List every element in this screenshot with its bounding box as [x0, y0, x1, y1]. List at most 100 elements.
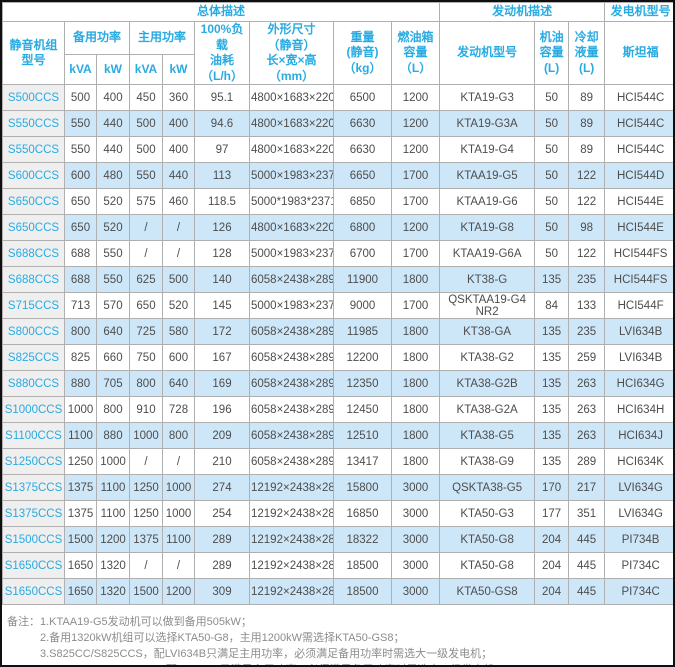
data-cell: HCI634J [604, 422, 673, 450]
model-link[interactable]: S1100CCS [2, 422, 65, 450]
table-row: S1650CCS16501320//28912192×2438×28961850… [2, 552, 673, 580]
model-link[interactable]: S880CCS [2, 370, 65, 398]
data-cell: 1800 [390, 266, 441, 294]
data-cell: LVI634B [604, 318, 673, 346]
model-link[interactable]: S1250CCS [2, 448, 65, 476]
data-cell: 1500 [129, 578, 163, 606]
data-cell: / [162, 552, 195, 580]
model-link[interactable]: S1375CCS [2, 500, 65, 528]
data-cell: 235 [568, 318, 606, 346]
data-cell: 6800 [333, 214, 392, 242]
data-cell: HCI544C [604, 84, 673, 112]
data-cell: 3000 [390, 578, 441, 606]
data-cell: 725 [129, 318, 163, 346]
model-link[interactable]: S600CCS [2, 162, 65, 190]
data-cell: 118.5 [194, 188, 250, 216]
model-link[interactable]: S715CCS [2, 292, 65, 320]
data-cell: HCI634H [604, 396, 673, 424]
data-cell: 209 [194, 422, 250, 450]
table-row: S550CCS 550 440 500 400 97 4800×1683×2200 6630 1… [2, 136, 673, 164]
data-cell: / [162, 214, 195, 242]
data-cell: 880 [64, 370, 97, 398]
data-cell: LVI634G [604, 474, 673, 502]
data-cell: 450 [129, 84, 163, 112]
data-cell: 1200 [390, 214, 441, 242]
data-cell: 688 [64, 240, 97, 268]
data-cell: 520 [96, 214, 130, 242]
data-cell: HCI544C [604, 110, 673, 138]
data-cell: 500 [162, 266, 195, 294]
data-cell: 9000 [333, 292, 392, 320]
data-cell: 196 [194, 396, 250, 424]
table-row: S1500CCS150012001375110028912192×2438×28… [2, 526, 673, 554]
data-cell: 50 [534, 240, 570, 268]
data-cell: 50 [534, 84, 570, 112]
data-cell: 550 [64, 110, 97, 138]
data-cell: / [129, 214, 163, 242]
data-cell: HCI544E [604, 188, 673, 216]
data-cell: 1650 [64, 552, 97, 580]
data-cell: 172 [194, 318, 250, 346]
table-row: S550CCS 550 440 500 400 94.6 4800×1683×2200 663… [2, 110, 673, 138]
data-cell: 167 [194, 344, 250, 372]
model-link[interactable]: S550CCS [2, 110, 65, 138]
data-cell: 550 [64, 136, 97, 164]
data-cell: KT38-GA [439, 318, 536, 346]
data-cell: 274 [194, 474, 250, 502]
data-cell: HCI634G [604, 370, 673, 398]
data-cell: / [129, 552, 163, 580]
model-link[interactable]: S550CCS [2, 136, 65, 164]
data-cell: KTAA19-G6A [439, 240, 536, 268]
data-cell: PI734B [604, 526, 673, 554]
model-link[interactable]: S800CCS [2, 318, 65, 346]
data-cell: 204 [534, 526, 570, 554]
model-link[interactable]: S1650CCS [2, 578, 65, 606]
header-prime-kw: kW [162, 53, 195, 86]
data-cell: 135 [534, 448, 570, 476]
data-cell: 5000×1983×2371 [249, 292, 334, 320]
model-link[interactable]: S500CCS [2, 84, 65, 112]
data-cell: 128 [194, 240, 250, 268]
data-cell: 1000 [162, 500, 195, 528]
data-cell: 97 [194, 136, 250, 164]
model-link[interactable]: S650CCS [2, 214, 65, 242]
data-cell: 6850 [333, 188, 392, 216]
header-prime-power: 主用功率 [129, 21, 195, 55]
data-cell: 1375 [129, 526, 163, 554]
data-cell: 1700 [390, 292, 441, 320]
data-cell: 12192×2438×2896 [249, 552, 334, 580]
model-link[interactable]: S825CCS [2, 344, 65, 372]
data-cell: KTA19-G3 [439, 84, 536, 112]
table-row: S650CCS 650 520//126 4800×1683×2200 6800 1200… [2, 214, 673, 242]
model-link[interactable]: S688CCS [2, 240, 65, 268]
data-cell: KTA19-G4 [439, 136, 536, 164]
table-row: S500CCS 500 400 450 360 95.1 4800×1683×2200 650… [2, 84, 673, 112]
table-row: S1650CCS165013201500120030912192×2438×28… [2, 578, 673, 606]
data-cell: QSKTAA19-G4 NR2 [439, 292, 536, 320]
model-link[interactable]: S1500CCS [2, 526, 65, 554]
data-cell: KTA50-G8 [439, 526, 536, 554]
model-link[interactable]: S688CCS [2, 266, 65, 294]
data-cell: 289 [194, 526, 250, 554]
data-cell: 440 [162, 162, 195, 190]
data-cell: 204 [534, 578, 570, 606]
data-cell: KTA19-G8 [439, 214, 536, 242]
data-cell: 650 [129, 292, 163, 320]
data-cell: 263 [568, 396, 606, 424]
data-cell: KTA38-G2A [439, 396, 536, 424]
data-cell: KTA38-G2B [439, 370, 536, 398]
data-cell: 500 [129, 110, 163, 138]
data-cell: 800 [129, 370, 163, 398]
data-cell: 309 [194, 578, 250, 606]
data-cell: 1800 [390, 448, 441, 476]
header-model: 静音机组 型号 [2, 20, 65, 86]
data-cell: 1100 [162, 526, 195, 554]
data-cell: 1375 [64, 500, 97, 528]
model-link[interactable]: S1650CCS [2, 552, 65, 580]
model-link[interactable]: S1375CCS [2, 474, 65, 502]
data-cell: 12192×2438×2896 [249, 526, 334, 554]
data-cell: 6058×2438×2896 [249, 448, 334, 476]
model-link[interactable]: S1000CCS [2, 396, 65, 424]
model-link[interactable]: S650CCS [2, 188, 65, 216]
data-cell: 1200 [390, 84, 441, 112]
